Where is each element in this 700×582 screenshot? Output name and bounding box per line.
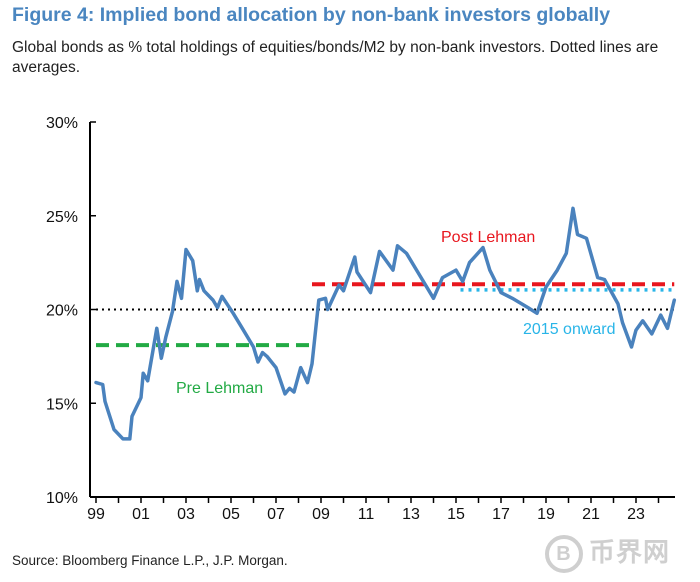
x-tick-label: 21	[582, 506, 600, 523]
chart-title: Figure 4: Implied bond allocation by non…	[12, 4, 611, 26]
x-tick-label: 09	[312, 506, 330, 523]
watermark-text: 币界网	[589, 537, 671, 567]
y-tick-label: 20%	[46, 303, 78, 320]
x-tick-label: 99	[87, 506, 105, 523]
x-tick-label: 19	[537, 506, 555, 523]
x-tick-label: 05	[222, 506, 240, 523]
y-tick-label: 15%	[46, 396, 78, 413]
source-note: Source: Bloomberg Finance L.P., J.P. Mor…	[12, 553, 288, 568]
bitcoin-icon: B	[545, 535, 583, 574]
series	[94, 206, 677, 441]
x-tick-label: 11	[358, 506, 375, 523]
x-tick-label: 23	[627, 506, 645, 523]
y-tick-label: 10%	[46, 490, 78, 507]
x-tick-label: 03	[177, 506, 195, 523]
annotation-2015-onward: 2015 onward	[523, 321, 616, 338]
x-tick-label: 07	[267, 506, 285, 523]
annotation-pre-lehman: Pre Lehman	[176, 380, 263, 397]
x-tick-label: 15	[447, 506, 465, 523]
watermark-logo: B 币界网	[545, 532, 671, 574]
annotation-post-lehman: Post Lehman	[441, 229, 535, 246]
annotations: Pre Lehman Post Lehman 2015 onward	[176, 229, 616, 397]
y-tick-label: 25%	[46, 209, 78, 226]
series-line	[94, 206, 677, 441]
x-tick-label: 13	[402, 506, 420, 523]
chart-subtitle: Global bonds as % total holdings of equi…	[12, 39, 659, 76]
x-tick-label: 01	[132, 506, 150, 523]
x-tick-label: 17	[492, 506, 510, 523]
y-tick-label: 30%	[46, 115, 78, 132]
axes: 10% 15% 20% 25% 30% 99 01 03 05 07 09 11 13 15 17 19 21 2…	[46, 115, 675, 523]
